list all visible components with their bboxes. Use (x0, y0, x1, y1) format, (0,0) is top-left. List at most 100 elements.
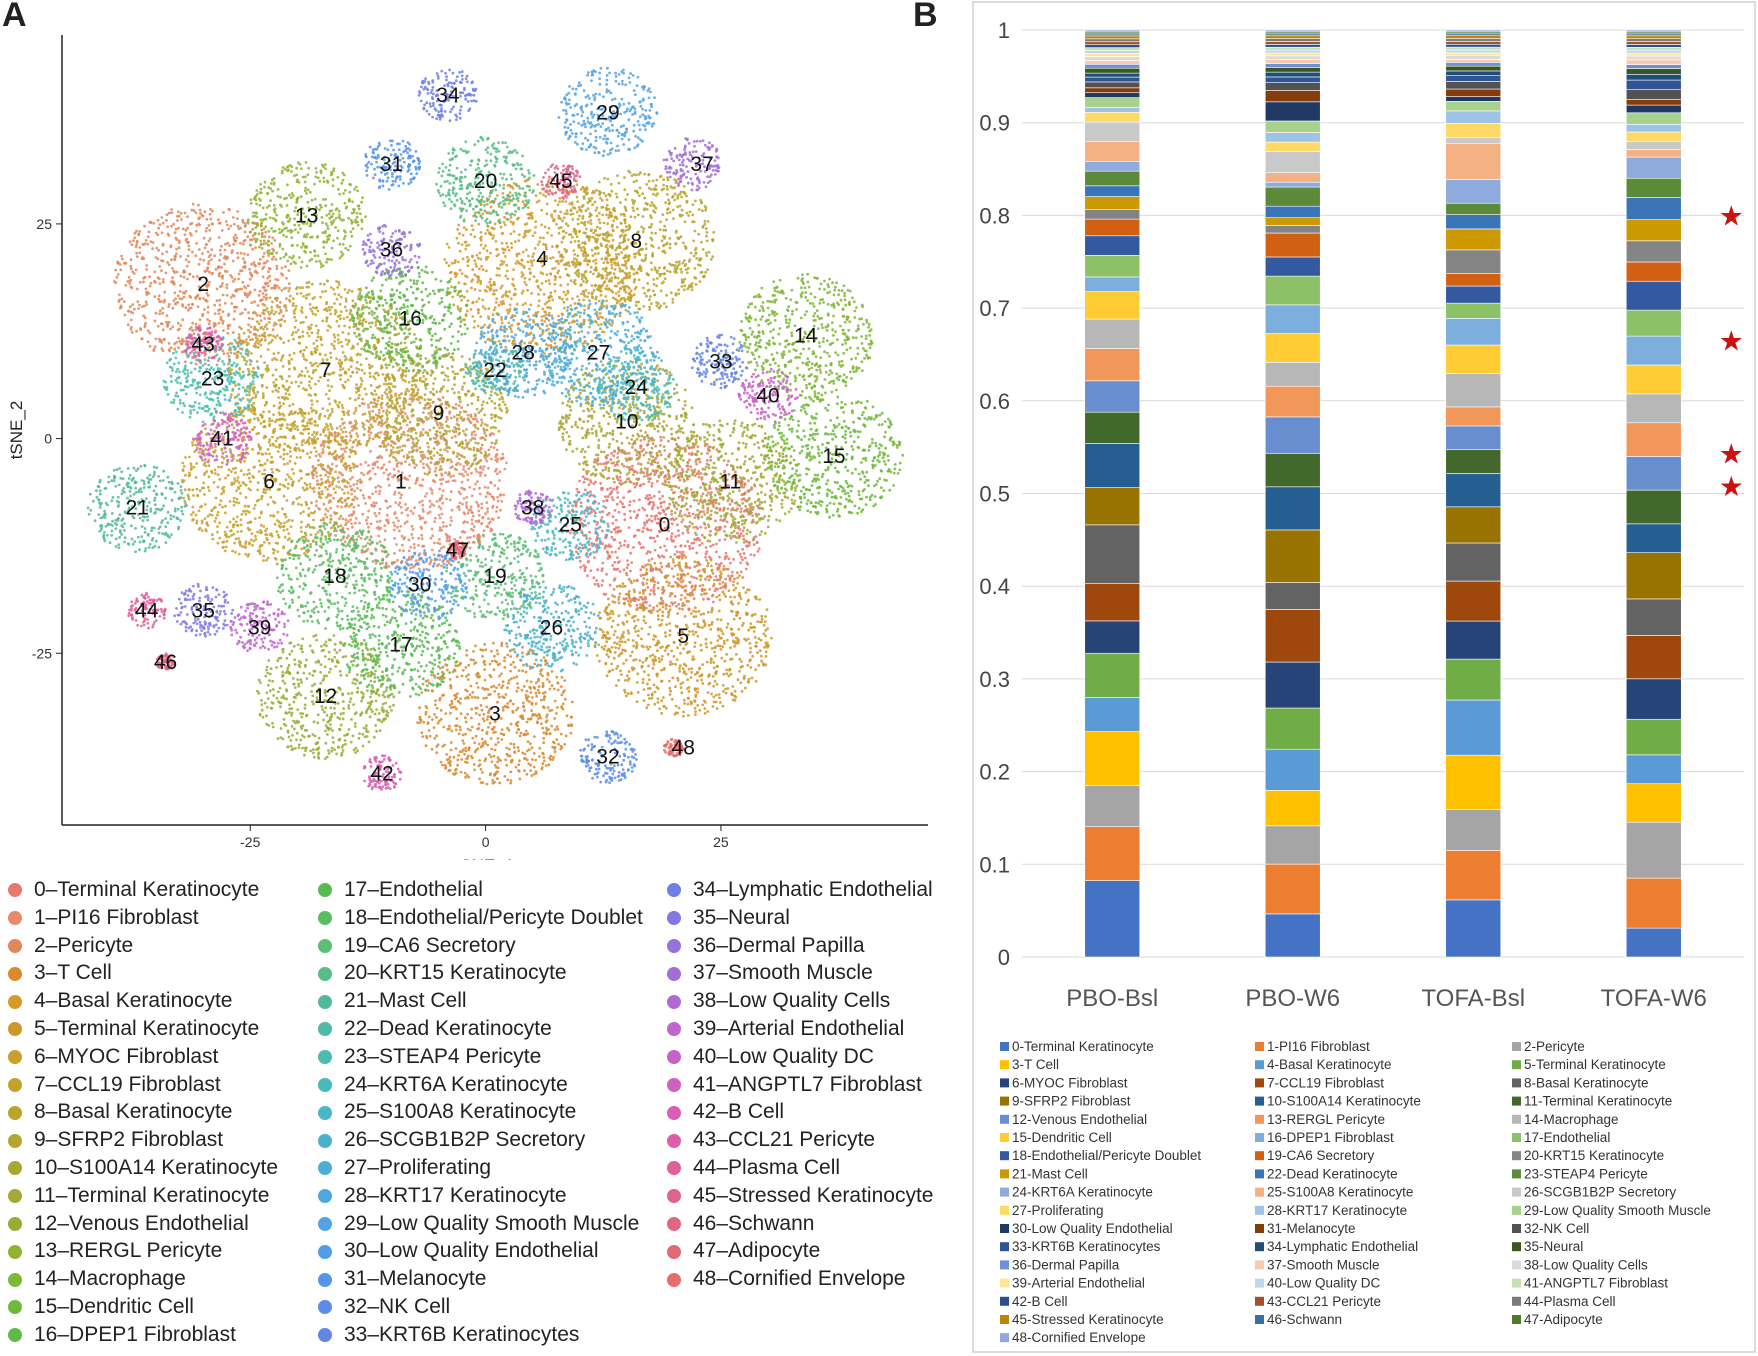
cell-point (187, 303, 191, 307)
cell-point (191, 302, 194, 306)
cell-point (734, 653, 738, 656)
cell-point (559, 210, 562, 214)
cell-point (494, 743, 498, 747)
cell-point (503, 666, 507, 669)
cell-point (449, 748, 453, 752)
cell-point (542, 193, 545, 197)
cell-point (470, 518, 474, 522)
cell-point (463, 771, 467, 775)
cell-point (239, 226, 243, 230)
cell-point (618, 475, 622, 479)
cell-point (465, 773, 469, 777)
cell-point (437, 505, 441, 508)
cell-point (649, 536, 653, 540)
cell-point (653, 561, 657, 565)
cell-point (648, 592, 652, 596)
cell-point (743, 637, 746, 641)
cell-point (673, 490, 676, 494)
cell-point (762, 623, 766, 627)
cell-point (446, 450, 449, 453)
cell-point (680, 691, 684, 695)
cell-point (274, 278, 278, 281)
cell-point (280, 318, 283, 322)
cell-point (127, 275, 131, 279)
cell-point (605, 653, 609, 656)
cell-point (476, 686, 480, 689)
cell-point (217, 265, 221, 268)
cell-point (541, 726, 545, 730)
cell-point (555, 738, 559, 741)
cell-point (606, 513, 609, 517)
cell-point (248, 267, 252, 271)
cell-point (447, 264, 451, 268)
cell-point (118, 306, 122, 310)
cell-point (722, 567, 726, 571)
cell-point (430, 673, 433, 677)
cell-point (375, 501, 378, 505)
cell-point (410, 533, 414, 536)
cell-point (256, 304, 260, 307)
cell-point (135, 243, 139, 247)
cell-point (493, 659, 497, 663)
cell-point (198, 318, 202, 321)
cell-point (689, 612, 693, 615)
cell-point (672, 474, 675, 478)
cell-point (179, 212, 183, 215)
cell-point (431, 718, 434, 721)
cell-point (547, 306, 551, 309)
cell-point (354, 517, 358, 520)
cell-point (348, 421, 352, 425)
cell-point (411, 536, 415, 540)
cell-point (679, 509, 682, 513)
cell-point (250, 238, 254, 242)
cell-point (618, 314, 622, 318)
cell-point (673, 601, 677, 604)
cell-point (644, 606, 648, 610)
cell-point (483, 485, 487, 489)
cell-point (622, 505, 626, 509)
cell-point (592, 289, 596, 292)
cell-point (485, 696, 488, 700)
cell-point (506, 702, 510, 705)
cell-point (676, 582, 679, 585)
cell-point (706, 710, 710, 713)
cell-point (479, 745, 483, 749)
cell-point (626, 678, 630, 682)
cell-point (479, 257, 483, 261)
cell-point (447, 724, 451, 728)
cell-point (703, 624, 707, 628)
cell-point (695, 462, 698, 466)
cell-point (538, 746, 542, 750)
cell-point (467, 663, 471, 667)
cell-point (691, 593, 694, 597)
cell-point (470, 224, 474, 228)
cell-point (496, 777, 499, 781)
cell-point (640, 627, 644, 630)
cell-point (736, 571, 739, 575)
cell-point (212, 325, 216, 328)
cell-point (471, 278, 475, 281)
cell-point (545, 713, 549, 717)
cell-point (593, 200, 597, 204)
cell-point (399, 505, 403, 509)
cell-point (628, 489, 632, 493)
cell-point (315, 500, 318, 503)
cell-point (481, 298, 485, 302)
cell-point (175, 247, 178, 251)
cell-point (703, 707, 707, 710)
cell-point (586, 574, 589, 578)
cell-point (460, 674, 464, 678)
cell-point (664, 634, 667, 638)
cell-point (647, 678, 651, 682)
cell-point (142, 276, 146, 280)
cell-point (724, 551, 728, 555)
cell-point (600, 569, 604, 572)
cell-point (234, 239, 238, 243)
cell-point (709, 641, 713, 645)
cell-point (424, 744, 428, 748)
cell-point (741, 529, 745, 533)
cell-point (484, 450, 487, 454)
cell-point (536, 284, 540, 288)
cell-point (340, 505, 343, 509)
cell-point (588, 325, 591, 329)
